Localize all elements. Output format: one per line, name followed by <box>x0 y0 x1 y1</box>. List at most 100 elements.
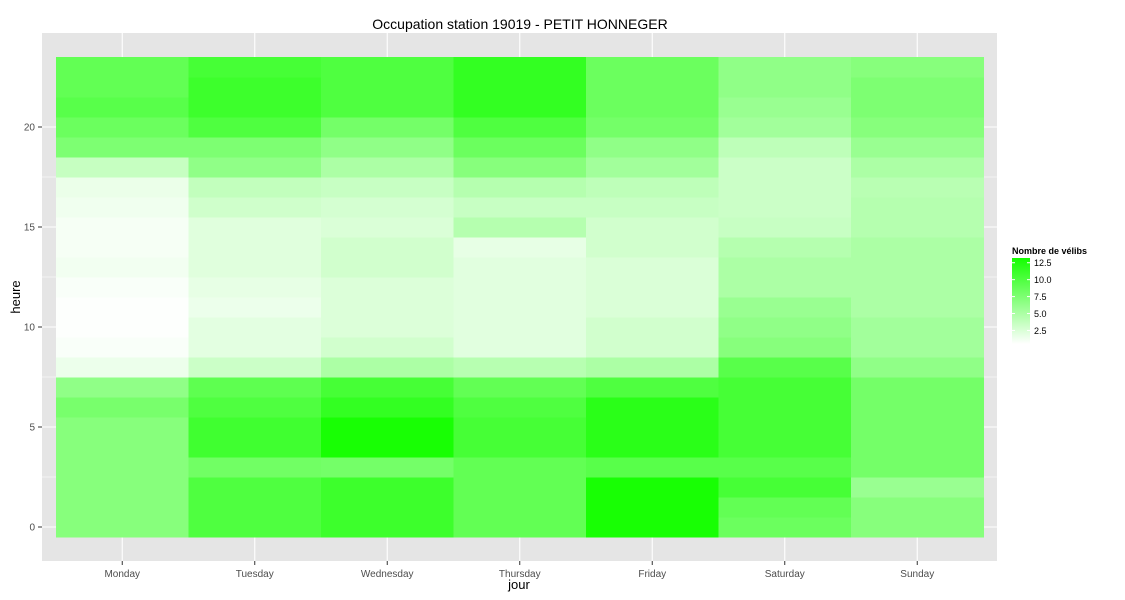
heatmap-cell <box>56 477 189 498</box>
heatmap-cell <box>586 497 719 518</box>
heatmap-cell <box>321 377 454 398</box>
x-tick-label: Thursday <box>499 569 541 580</box>
heatmap-cell <box>718 477 852 498</box>
heatmap-cell <box>321 97 454 118</box>
heatmap-cell <box>188 217 322 238</box>
heatmap-cell <box>188 77 322 98</box>
heatmap-cell <box>453 237 587 258</box>
heatmap-cell <box>718 197 852 218</box>
heatmap-cell <box>453 57 587 78</box>
heatmap-cell <box>718 337 852 358</box>
y-axis-title: heure <box>8 280 23 313</box>
heatmap-cell <box>56 177 189 198</box>
heatmap-cell <box>56 337 189 358</box>
heatmap-cell <box>188 477 322 498</box>
legend-ticks: 12.5 10.0 7.5 5.0 2.5 <box>1012 258 1052 336</box>
legend-tick-label: 5.0 <box>1034 309 1047 319</box>
heatmap-cell <box>718 157 852 178</box>
heatmap-cell <box>586 457 719 478</box>
heatmap-cell <box>56 237 189 258</box>
heatmap-cell <box>321 197 454 218</box>
heatmap-cell <box>586 117 719 138</box>
heatmap-cell <box>453 397 587 418</box>
heatmap-cell <box>188 357 322 378</box>
heatmap-cell <box>188 497 322 518</box>
heatmap-cell <box>188 517 322 538</box>
heatmap-cell <box>718 137 852 158</box>
heatmap-cell <box>586 397 719 418</box>
heatmap-cell <box>586 477 719 498</box>
heatmap-cell <box>321 317 454 338</box>
heatmap-cell <box>453 477 587 498</box>
heatmap-cell <box>453 297 587 318</box>
heatmap-cell <box>453 217 587 238</box>
heatmap-cell <box>321 57 454 78</box>
y-tick-label: 20 <box>24 123 36 134</box>
heatmap-cell <box>586 357 719 378</box>
heatmap-cell <box>718 57 852 78</box>
heatmap-cell <box>321 437 454 458</box>
x-tick-label: Saturday <box>765 569 805 580</box>
heatmap-cell <box>851 77 984 98</box>
heatmap-cell <box>586 77 719 98</box>
heatmap-cell <box>188 377 322 398</box>
heatmap-cell <box>851 377 984 398</box>
heatmap-cell <box>718 97 852 118</box>
heatmap-cell <box>56 517 189 538</box>
heatmap-cell <box>56 317 189 338</box>
heatmap-cell <box>56 297 189 318</box>
y-axis: 0 5 10 15 20 <box>24 123 42 534</box>
heatmap-cell <box>718 517 852 538</box>
heatmap-cell <box>453 277 587 298</box>
heatmap-cell <box>188 317 322 338</box>
heatmap-cell <box>586 417 719 438</box>
heatmap-cell <box>851 497 984 518</box>
heatmap-cell <box>56 117 189 138</box>
heatmap-cell <box>321 117 454 138</box>
heatmap-cell <box>453 337 587 358</box>
heatmap-cell <box>321 217 454 238</box>
heatmap-cell <box>188 437 322 458</box>
heatmap-cell <box>453 517 587 538</box>
heatmap-cell <box>188 297 322 318</box>
x-axis: Monday Tuesday Wednesday Thursday Friday Satu… <box>104 561 934 580</box>
heatmap-cell <box>718 397 852 418</box>
heatmap-cell <box>453 377 587 398</box>
heatmap-cell <box>851 117 984 138</box>
heatmap-cell <box>321 257 454 278</box>
color-legend: Nombre de vélibs 12.5 10.0 7.5 5.0 2.5 <box>1012 246 1087 344</box>
heatmap-cell <box>321 357 454 378</box>
x-tick-label: Monday <box>104 569 140 580</box>
heatmap-cell <box>453 357 587 378</box>
heatmap-cell <box>321 397 454 418</box>
heatmap-cell <box>453 317 587 338</box>
heatmap-cell <box>453 157 587 178</box>
heatmap-cell <box>851 417 984 438</box>
heatmap-cell <box>321 417 454 438</box>
chart-title: Occupation station 19019 - PETIT HONNEGE… <box>372 16 667 32</box>
heatmap-cell <box>56 437 189 458</box>
heatmap-cell <box>188 177 322 198</box>
heatmap-cell <box>718 297 852 318</box>
heatmap-cell <box>56 357 189 378</box>
heatmap-cell <box>851 177 984 198</box>
heatmap-cell <box>188 97 322 118</box>
heatmap-cell <box>718 377 852 398</box>
heatmap-cell <box>851 277 984 298</box>
x-tick-label: Sunday <box>900 569 934 580</box>
heatmap-cell <box>56 137 189 158</box>
heatmap-cell <box>718 357 852 378</box>
heatmap-cell <box>586 317 719 338</box>
heatmap-cell <box>321 297 454 318</box>
heatmap-cell <box>321 177 454 198</box>
y-tick-label: 0 <box>29 523 35 534</box>
heatmap-cell <box>321 517 454 538</box>
heatmap-cell <box>586 517 719 538</box>
legend-colorbar <box>1012 258 1030 344</box>
heatmap-cell <box>56 417 189 438</box>
heatmap-cell <box>188 337 322 358</box>
heatmap-cell <box>56 57 189 78</box>
legend-tick-label: 10.0 <box>1034 275 1052 285</box>
heatmap-cell <box>586 157 719 178</box>
